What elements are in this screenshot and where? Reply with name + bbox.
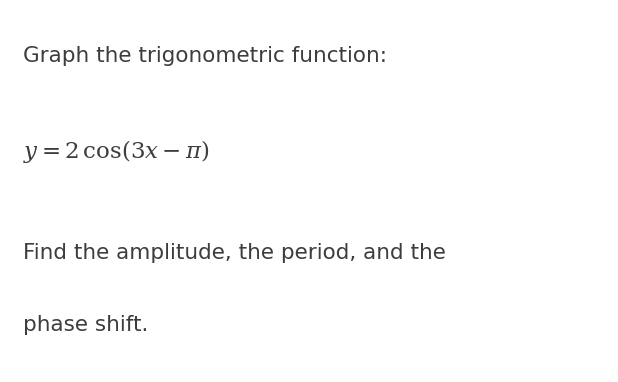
Text: phase shift.: phase shift. — [23, 315, 149, 335]
Text: Find the amplitude, the period, and the: Find the amplitude, the period, and the — [23, 243, 446, 262]
Text: Graph the trigonometric function:: Graph the trigonometric function: — [23, 46, 387, 66]
Text: $y = 2\,\mathrm{cos}(3x - \pi)$: $y = 2\,\mathrm{cos}(3x - \pi)$ — [23, 138, 210, 165]
